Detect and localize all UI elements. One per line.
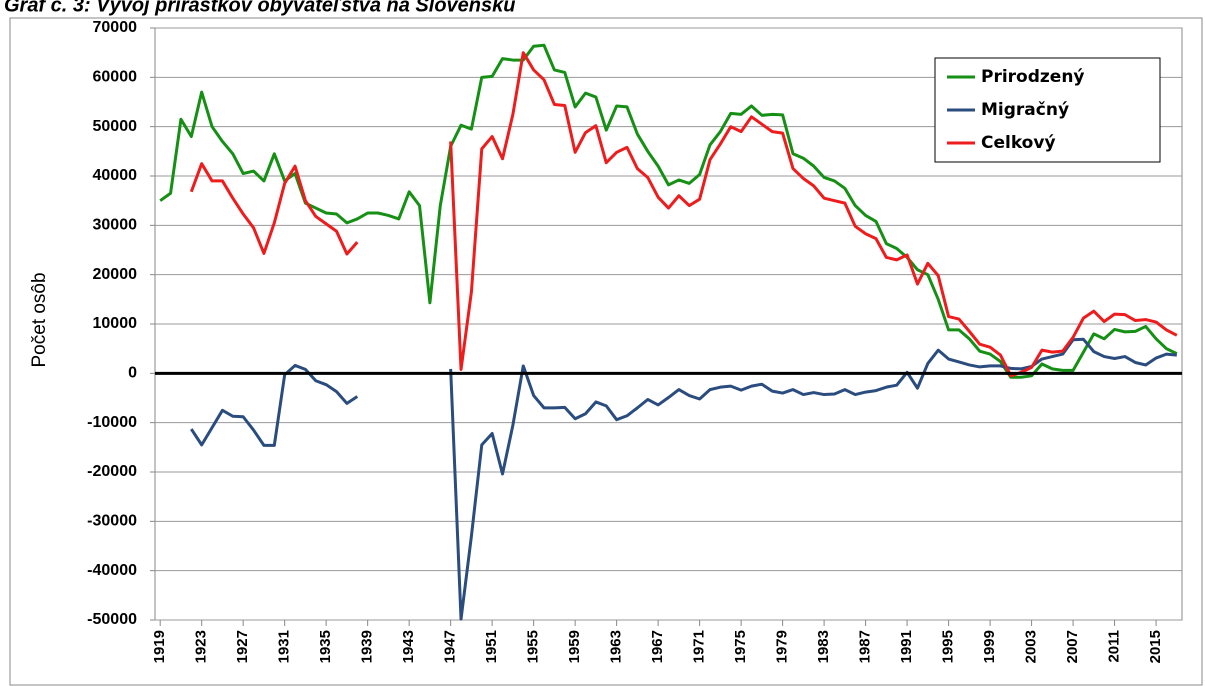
- y-tick-label: 40000: [93, 167, 138, 184]
- series-line: [189, 51, 1178, 378]
- y-tick-label: 70000: [93, 19, 138, 36]
- x-tick-label: 1971: [691, 630, 708, 663]
- chart-title: Graf č. 3: Vývoj prírastkov obyvateľstva…: [4, 0, 515, 16]
- y-tick-label: 60000: [93, 69, 138, 86]
- y-tick-label: -20000: [87, 463, 137, 480]
- legend-label: Prirodzený: [981, 67, 1085, 87]
- y-tick-label: 20000: [93, 266, 138, 283]
- x-tick-label: 1943: [400, 630, 417, 663]
- y-tick-label: -40000: [87, 562, 137, 579]
- x-tick-label: 1995: [940, 630, 957, 663]
- x-tick-label: 2011: [1106, 630, 1123, 663]
- x-tick-label: 1979: [774, 630, 791, 663]
- y-axis-label: Počet osôb: [29, 272, 50, 367]
- x-tick-label: 1923: [193, 630, 210, 663]
- x-tick-label: 2003: [1023, 630, 1040, 663]
- x-tick-label: 2007: [1064, 630, 1081, 663]
- y-tick-label: 50000: [93, 118, 138, 135]
- y-tick-label: 0: [128, 365, 137, 382]
- x-tick-label: 1999: [981, 630, 998, 663]
- legend-label: Migračný: [981, 100, 1069, 120]
- y-tick-label: -10000: [87, 414, 137, 431]
- x-tick-label: 1951: [483, 630, 500, 663]
- x-tick-label: 1987: [857, 630, 874, 663]
- x-tick-label: 1975: [732, 630, 749, 663]
- y-tick-label: 10000: [93, 315, 138, 332]
- series-line: [190, 337, 1177, 621]
- x-tick-label: 1935: [317, 630, 334, 663]
- x-tick-label: 1959: [566, 630, 583, 663]
- x-tick-label: 2015: [1147, 630, 1164, 663]
- y-tick-label: -50000: [87, 611, 137, 628]
- legend: Prirodzený Migračný Celkový: [934, 57, 1161, 163]
- x-tick-label: 1955: [525, 630, 542, 663]
- x-tick-label: 1947: [442, 630, 459, 663]
- x-tick-label: 1967: [649, 630, 666, 663]
- y-tick-label: 30000: [93, 217, 138, 234]
- x-tick-label: 1963: [608, 630, 625, 663]
- x-tick-label: 1983: [815, 630, 832, 663]
- x-tick-label: 1939: [359, 630, 376, 663]
- legend-label: Celkový: [981, 133, 1056, 153]
- x-tick-label: 1927: [234, 630, 251, 663]
- x-tick-label: 1919: [151, 630, 168, 663]
- x-tick-label: 1991: [898, 630, 915, 663]
- x-tick-label: 1931: [276, 630, 293, 663]
- y-tick-label: -30000: [87, 513, 137, 530]
